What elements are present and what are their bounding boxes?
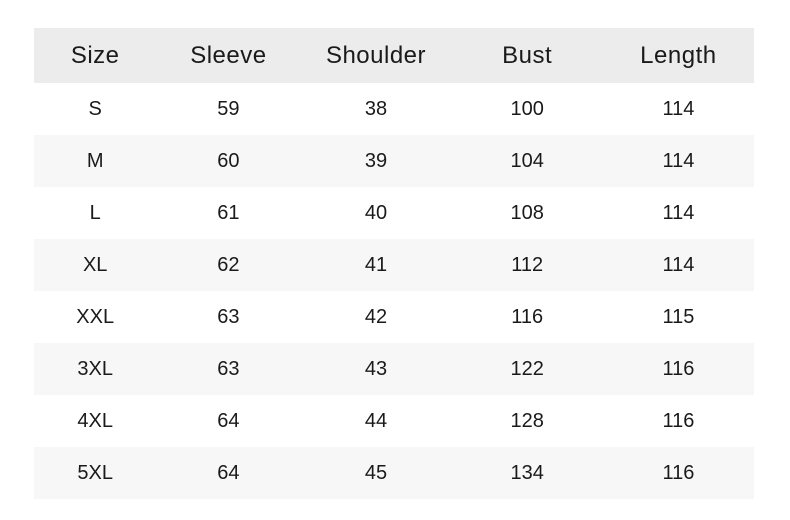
table-row-4xl: 4XL 64 44 128 116 [34,395,754,447]
bust-value: 134 [510,461,544,484]
sleeve-value: 64 [217,409,240,432]
table-row-3xl: 3XL 63 43 122 116 [34,343,754,395]
shoulder-value: 42 [364,305,388,328]
size-label: 4XL [77,409,113,432]
size-label: XL [82,253,108,276]
table-row-xxl: XXL 63 42 116 115 [34,291,754,343]
bust-value: 116 [511,305,544,328]
shoulder-value: 44 [364,409,388,432]
shoulder-value: 39 [364,149,388,172]
size-label: 3XL [77,357,113,380]
table-row-xl: XL 62 41 112 114 [34,239,754,291]
length-value: 114 [662,149,695,172]
length-value: 114 [662,253,695,276]
shoulder-value: 40 [364,201,388,224]
size-chart-table: Size Sleeve Shoulder Bust Length S 59 38… [34,28,754,499]
bust-value: 122 [510,357,544,380]
sleeve-value: 59 [217,97,240,120]
length-value: 114 [662,201,695,224]
table-row-s: S 59 38 100 114 [34,83,754,135]
bust-value: 108 [510,201,544,224]
length-value: 114 [662,97,695,120]
table-row-l: L 61 40 108 114 [34,187,754,239]
size-label: S [88,97,102,120]
header-cell-length: Length [640,41,717,69]
table-row-m: M 60 39 104 114 [34,135,754,187]
length-value: 115 [662,305,695,328]
shoulder-value: 38 [364,97,388,120]
shoulder-value: 43 [364,357,388,380]
bust-value: 104 [510,149,544,172]
header-cell-sleeve: Sleeve [190,41,267,69]
sleeve-value: 64 [217,461,240,484]
sleeve-value: 63 [217,357,240,380]
table-row-5xl: 5XL 64 45 134 116 [34,447,754,499]
bust-value: 128 [510,409,544,432]
length-value: 116 [662,409,695,432]
shoulder-value: 41 [364,253,388,276]
shoulder-value: 45 [364,461,388,484]
header-cell-size: Size [70,41,120,69]
sleeve-value: 60 [217,149,240,172]
bust-value: 112 [511,253,544,276]
header-row: Size Sleeve Shoulder Bust Length [34,28,754,83]
size-label: M [86,149,104,172]
length-value: 116 [662,357,695,380]
size-label: XXL [76,305,115,328]
length-value: 116 [662,461,695,484]
sleeve-value: 62 [217,253,240,276]
bust-value: 100 [510,97,544,120]
sleeve-value: 63 [217,305,240,328]
header-cell-bust: Bust [502,41,553,69]
size-label: L [89,201,101,224]
size-label: 5XL [77,461,113,484]
sleeve-value: 61 [217,201,240,224]
header-cell-shoulder: Shoulder [325,41,427,69]
